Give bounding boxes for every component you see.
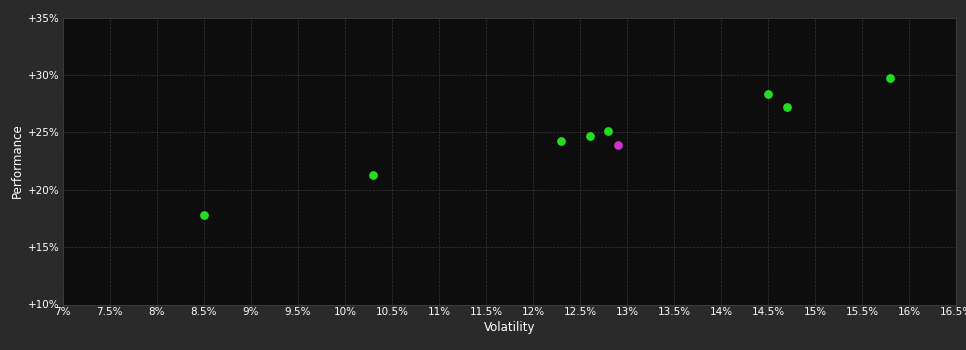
X-axis label: Volatility: Volatility — [484, 321, 535, 335]
Point — [780, 104, 795, 110]
Point — [196, 212, 212, 218]
Point — [760, 92, 776, 97]
Point — [365, 172, 381, 177]
Point — [582, 133, 597, 139]
Point — [601, 128, 616, 134]
Point — [883, 76, 898, 81]
Point — [554, 139, 569, 144]
Y-axis label: Performance: Performance — [11, 124, 24, 198]
Point — [610, 142, 625, 148]
